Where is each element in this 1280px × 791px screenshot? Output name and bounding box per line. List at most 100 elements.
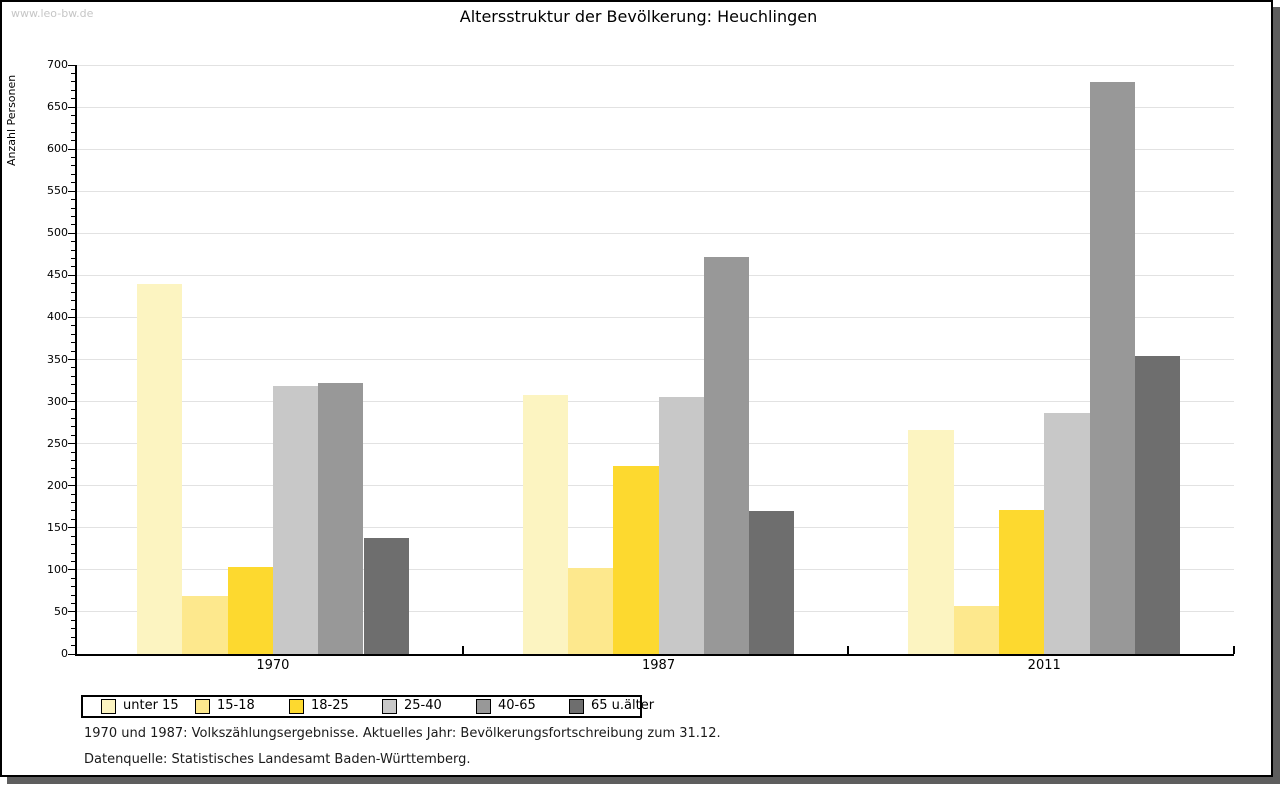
bar-40-65-1987 bbox=[703, 256, 750, 654]
y-tick-label-50: 50 bbox=[54, 604, 68, 618]
bar-15-18-1970 bbox=[182, 595, 228, 654]
legend-swatch-icon bbox=[382, 699, 397, 714]
y-tick-150 bbox=[68, 527, 77, 529]
gridline-700 bbox=[77, 64, 1234, 66]
y-tick-label-600: 600 bbox=[47, 142, 68, 156]
legend-swatch-icon bbox=[476, 699, 491, 714]
plot-area: 0 50 100 150 200 250 300 350 400 450 500 550 600 650 7… bbox=[47, 58, 1235, 673]
y-minor-tick bbox=[71, 544, 77, 546]
bar-18-25-1987 bbox=[613, 465, 659, 654]
y-minor-tick bbox=[71, 173, 77, 175]
y-tick-label-0: 0 bbox=[61, 647, 68, 660]
y-minor-tick bbox=[71, 645, 77, 647]
y-minor-tick bbox=[71, 114, 77, 116]
y-tick-200 bbox=[68, 485, 77, 487]
legend-label: 65 u.älter bbox=[591, 698, 655, 713]
y-minor-tick bbox=[71, 72, 77, 74]
y-axis-line bbox=[75, 65, 77, 656]
footnote-source-line-1: 1970 und 1987: Volkszählungsergebnisse. … bbox=[84, 726, 721, 741]
y-minor-tick bbox=[71, 384, 77, 386]
gridline-250 bbox=[77, 443, 1234, 445]
gridline-550 bbox=[77, 190, 1234, 192]
y-minor-tick bbox=[71, 291, 77, 293]
bar-40-65-2011 bbox=[1089, 81, 1135, 654]
y-minor-tick bbox=[71, 123, 77, 125]
y-tick-50 bbox=[68, 611, 77, 613]
y-minor-tick bbox=[71, 502, 77, 504]
legend-label: 25-40 bbox=[404, 698, 442, 713]
y-tick-label-500: 500 bbox=[47, 226, 68, 240]
y-tick-400 bbox=[68, 316, 77, 318]
gridline-300 bbox=[77, 401, 1234, 403]
y-minor-tick bbox=[71, 375, 77, 377]
legend: unter 15 15-18 18-25 25-40 40-65 65 u.älter bbox=[81, 695, 654, 718]
x-boundary-tick bbox=[847, 646, 850, 654]
y-axis-label: Anzahl Personen bbox=[5, 74, 18, 166]
y-minor-tick bbox=[71, 493, 77, 495]
y-minor-tick bbox=[71, 535, 77, 537]
y-minor-tick bbox=[71, 468, 77, 470]
y-minor-tick bbox=[71, 89, 77, 91]
y-minor-tick bbox=[71, 157, 77, 159]
y-minor-tick bbox=[71, 131, 77, 133]
legend-swatch-icon bbox=[195, 699, 210, 714]
y-minor-tick bbox=[71, 392, 77, 394]
y-tick-100 bbox=[68, 569, 77, 571]
y-minor-tick bbox=[71, 636, 77, 638]
y-tick-label-550: 550 bbox=[47, 184, 68, 198]
y-minor-tick bbox=[71, 628, 77, 630]
bar-15-18-1987 bbox=[567, 568, 614, 654]
y-minor-tick bbox=[71, 451, 77, 453]
y-tick-label-400: 400 bbox=[47, 310, 68, 324]
bar-25-40-1987 bbox=[658, 396, 704, 654]
bar-unter-15-1987 bbox=[522, 394, 568, 654]
y-minor-tick bbox=[71, 215, 77, 217]
y-minor-tick bbox=[71, 426, 77, 428]
y-tick-label-350: 350 bbox=[47, 352, 68, 366]
legend-label: unter 15 bbox=[123, 698, 179, 713]
y-tick-600 bbox=[68, 148, 77, 150]
y-minor-tick bbox=[71, 249, 77, 251]
bar-25-40-2011 bbox=[1044, 412, 1090, 654]
y-minor-tick bbox=[71, 619, 77, 621]
y-minor-tick bbox=[71, 342, 77, 344]
y-minor-tick bbox=[71, 199, 77, 201]
y-tick-label-650: 650 bbox=[47, 100, 68, 114]
y-minor-tick bbox=[71, 409, 77, 411]
bar-40-65-1970 bbox=[318, 383, 364, 654]
x-tick-label-1970: 1970 bbox=[256, 658, 290, 673]
legend-label: 40-65 bbox=[498, 698, 536, 713]
y-minor-tick bbox=[71, 308, 77, 310]
gridline-650 bbox=[77, 106, 1234, 108]
y-minor-tick bbox=[71, 140, 77, 142]
footnote-source-line-2: Datenquelle: Statistisches Landesamt Bad… bbox=[84, 752, 471, 767]
legend-swatch-icon bbox=[569, 699, 584, 714]
y-minor-tick bbox=[71, 182, 77, 184]
y-minor-tick bbox=[71, 603, 77, 604]
y-tick-450 bbox=[68, 274, 77, 276]
y-minor-tick bbox=[71, 350, 77, 352]
x-tick-label-2011: 2011 bbox=[1027, 658, 1061, 673]
y-tick-500 bbox=[68, 232, 77, 234]
x-boundary-tick bbox=[461, 646, 464, 654]
y-minor-tick bbox=[71, 367, 77, 369]
legend-label: 15-18 bbox=[217, 698, 255, 713]
x-boundary-tick bbox=[1233, 646, 1235, 654]
legend-swatch-icon bbox=[101, 699, 116, 714]
y-tick-label-300: 300 bbox=[47, 394, 68, 408]
y-tick-650 bbox=[68, 106, 77, 108]
y-tick-300 bbox=[68, 401, 77, 403]
gridline-500 bbox=[77, 232, 1234, 234]
y-minor-tick bbox=[71, 333, 77, 335]
x-tick-label-1987: 1987 bbox=[642, 658, 676, 673]
y-minor-tick bbox=[71, 459, 77, 461]
chart-title: Altersstruktur der Bevölkerung: Heuchlin… bbox=[459, 7, 818, 26]
y-tick-label-250: 250 bbox=[47, 436, 68, 450]
bar-18-25-1970 bbox=[227, 566, 273, 654]
bar-65-u-lter-2011 bbox=[1134, 356, 1181, 654]
y-minor-tick bbox=[71, 165, 77, 167]
y-minor-tick bbox=[71, 510, 77, 512]
y-tick-label-200: 200 bbox=[47, 478, 68, 492]
gridline-350 bbox=[77, 359, 1234, 360]
y-tick-label-700: 700 bbox=[47, 58, 68, 71]
